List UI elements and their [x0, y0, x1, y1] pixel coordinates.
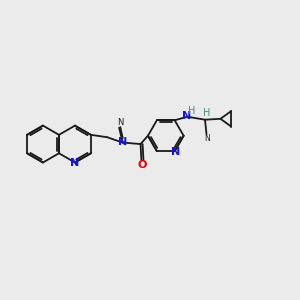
- Text: H: H: [203, 108, 210, 118]
- Text: N: N: [117, 118, 124, 127]
- Text: N: N: [70, 158, 80, 168]
- Text: O: O: [138, 160, 147, 170]
- Text: N: N: [182, 111, 191, 122]
- Text: N: N: [204, 134, 210, 143]
- Text: N: N: [171, 147, 180, 157]
- Text: H: H: [188, 106, 196, 116]
- Text: N: N: [118, 137, 127, 147]
